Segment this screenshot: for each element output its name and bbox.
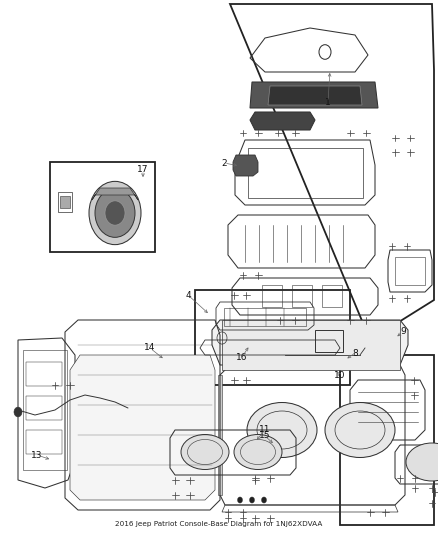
Text: 13: 13	[31, 450, 43, 459]
Bar	[23, 350, 67, 470]
Text: 16: 16	[236, 352, 248, 361]
Ellipse shape	[325, 402, 395, 457]
Polygon shape	[218, 375, 222, 495]
Text: 15: 15	[259, 432, 271, 440]
Ellipse shape	[181, 434, 229, 470]
Polygon shape	[233, 155, 258, 176]
Bar	[322, 285, 342, 307]
Text: 9: 9	[400, 327, 406, 336]
Ellipse shape	[234, 434, 282, 470]
Text: 2016 Jeep Patriot Console-Base Diagram for 1NJ62XDVAA: 2016 Jeep Patriot Console-Base Diagram f…	[115, 521, 323, 527]
Circle shape	[261, 497, 266, 503]
Text: 17: 17	[137, 166, 149, 174]
Bar	[395, 257, 425, 285]
Bar	[248, 148, 363, 198]
Bar	[262, 285, 282, 307]
Text: 8: 8	[352, 349, 358, 358]
Circle shape	[14, 407, 22, 417]
Text: 1: 1	[325, 98, 331, 107]
Bar	[60, 196, 70, 208]
Circle shape	[89, 181, 141, 245]
Polygon shape	[250, 82, 378, 108]
Polygon shape	[92, 188, 138, 200]
Circle shape	[105, 201, 125, 225]
Circle shape	[250, 497, 254, 503]
Polygon shape	[250, 112, 315, 130]
Bar	[340, 355, 434, 525]
Ellipse shape	[406, 443, 438, 481]
Ellipse shape	[247, 402, 317, 457]
Text: 14: 14	[144, 343, 155, 352]
Text: 11: 11	[259, 425, 271, 434]
Bar	[26, 362, 62, 386]
Polygon shape	[212, 320, 408, 365]
Polygon shape	[70, 355, 215, 500]
Bar	[50, 162, 155, 252]
Bar	[195, 290, 350, 385]
Bar	[224, 308, 306, 326]
Polygon shape	[268, 86, 362, 105]
Bar	[26, 396, 62, 420]
Text: 2: 2	[221, 158, 227, 167]
Bar	[315, 330, 343, 352]
Polygon shape	[222, 320, 400, 370]
Text: 10: 10	[334, 370, 346, 379]
Circle shape	[237, 497, 243, 503]
Bar	[26, 430, 62, 454]
Text: 4: 4	[185, 290, 191, 300]
Bar	[292, 285, 312, 307]
Bar	[58, 192, 72, 212]
Circle shape	[95, 189, 135, 237]
